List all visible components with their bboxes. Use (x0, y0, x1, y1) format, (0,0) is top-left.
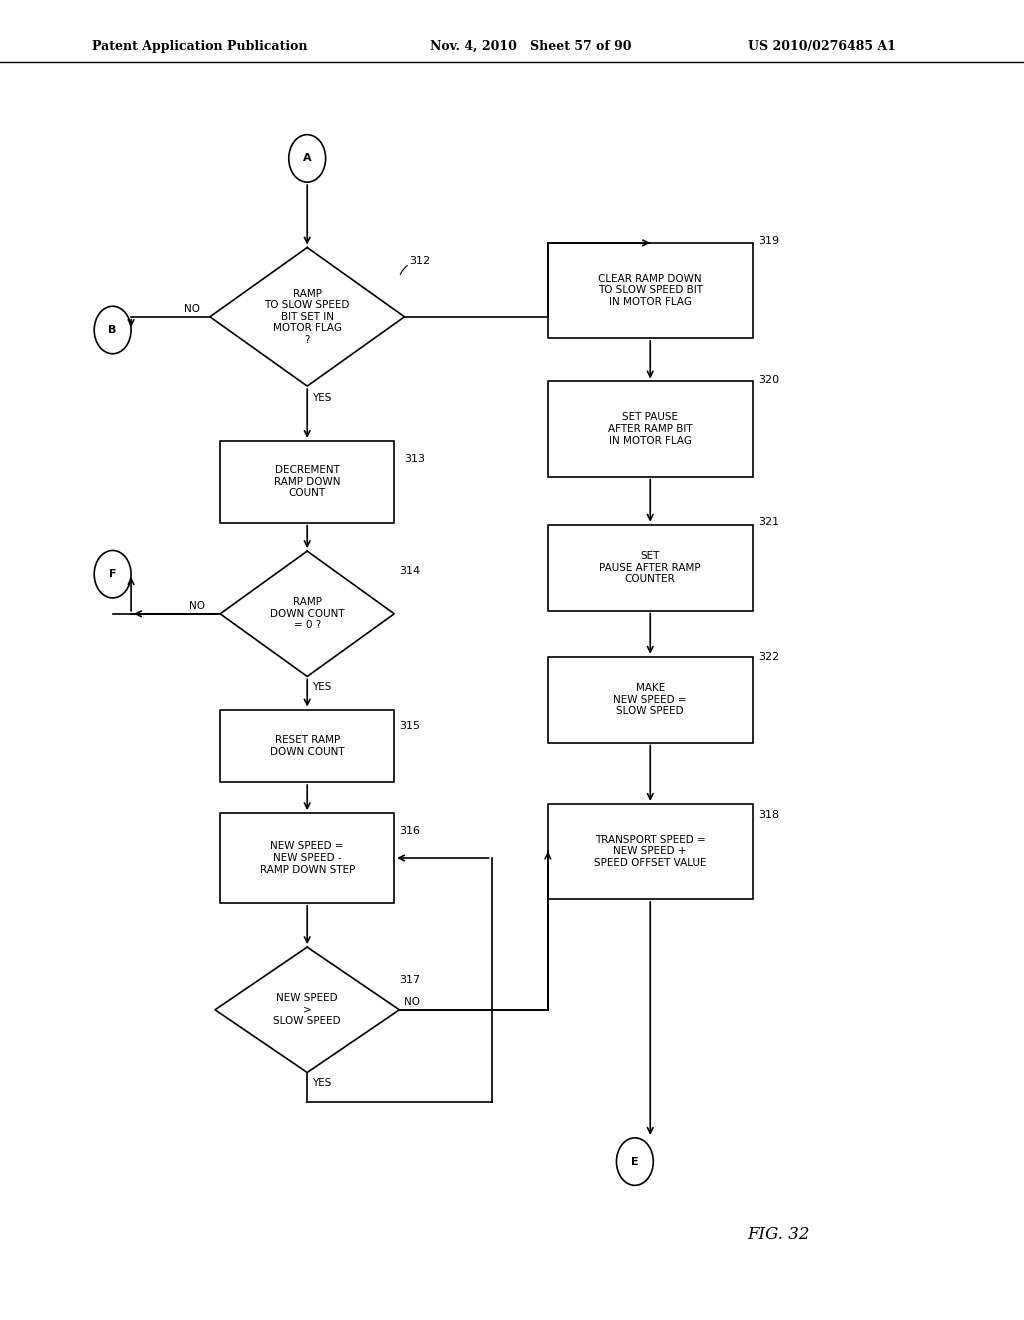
Text: YES: YES (312, 682, 332, 693)
Text: 320: 320 (758, 375, 779, 385)
Text: A: A (303, 153, 311, 164)
Text: 322: 322 (758, 652, 779, 663)
Text: 313: 313 (404, 454, 426, 465)
Text: SET PAUSE
AFTER RAMP BIT
IN MOTOR FLAG: SET PAUSE AFTER RAMP BIT IN MOTOR FLAG (608, 412, 692, 446)
Text: 318: 318 (758, 810, 779, 821)
Text: B: B (109, 325, 117, 335)
Text: FIG. 32: FIG. 32 (748, 1226, 810, 1242)
Text: NO: NO (188, 601, 205, 611)
FancyBboxPatch shape (220, 710, 394, 781)
Text: SET
PAUSE AFTER RAMP
COUNTER: SET PAUSE AFTER RAMP COUNTER (599, 550, 701, 585)
Text: F: F (109, 569, 117, 579)
FancyBboxPatch shape (220, 813, 394, 903)
Text: NO: NO (404, 997, 421, 1007)
Text: 317: 317 (399, 975, 421, 986)
Text: RAMP
TO SLOW SPEED
BIT SET IN
MOTOR FLAG
?: RAMP TO SLOW SPEED BIT SET IN MOTOR FLAG… (264, 289, 350, 345)
Text: 321: 321 (758, 517, 779, 528)
Text: 314: 314 (399, 566, 421, 577)
Text: 316: 316 (399, 826, 421, 837)
Text: RESET RAMP
DOWN COUNT: RESET RAMP DOWN COUNT (270, 735, 344, 756)
Text: 315: 315 (399, 721, 421, 731)
Text: NEW SPEED
>
SLOW SPEED: NEW SPEED > SLOW SPEED (273, 993, 341, 1027)
Text: RAMP
DOWN COUNT
= 0 ?: RAMP DOWN COUNT = 0 ? (270, 597, 344, 631)
Text: DECREMENT
RAMP DOWN
COUNT: DECREMENT RAMP DOWN COUNT (274, 465, 340, 499)
Text: 312: 312 (410, 256, 431, 267)
FancyBboxPatch shape (548, 381, 753, 477)
Text: NO: NO (183, 304, 200, 314)
FancyBboxPatch shape (548, 243, 753, 338)
Text: US 2010/0276485 A1: US 2010/0276485 A1 (748, 40, 895, 53)
Text: YES: YES (312, 393, 332, 404)
FancyBboxPatch shape (548, 657, 753, 742)
FancyBboxPatch shape (220, 441, 394, 523)
Text: CLEAR RAMP DOWN
TO SLOW SPEED BIT
IN MOTOR FLAG: CLEAR RAMP DOWN TO SLOW SPEED BIT IN MOT… (598, 273, 702, 308)
Text: YES: YES (312, 1078, 332, 1089)
FancyBboxPatch shape (548, 524, 753, 610)
Text: TRANSPORT SPEED =
NEW SPEED +
SPEED OFFSET VALUE: TRANSPORT SPEED = NEW SPEED + SPEED OFFS… (594, 834, 707, 869)
Text: 319: 319 (758, 236, 779, 247)
FancyBboxPatch shape (548, 804, 753, 899)
Text: NEW SPEED =
NEW SPEED -
RAMP DOWN STEP: NEW SPEED = NEW SPEED - RAMP DOWN STEP (259, 841, 355, 875)
Text: E: E (631, 1156, 639, 1167)
Text: Patent Application Publication: Patent Application Publication (92, 40, 307, 53)
Text: MAKE
NEW SPEED =
SLOW SPEED: MAKE NEW SPEED = SLOW SPEED (613, 682, 687, 717)
Text: Nov. 4, 2010   Sheet 57 of 90: Nov. 4, 2010 Sheet 57 of 90 (430, 40, 632, 53)
